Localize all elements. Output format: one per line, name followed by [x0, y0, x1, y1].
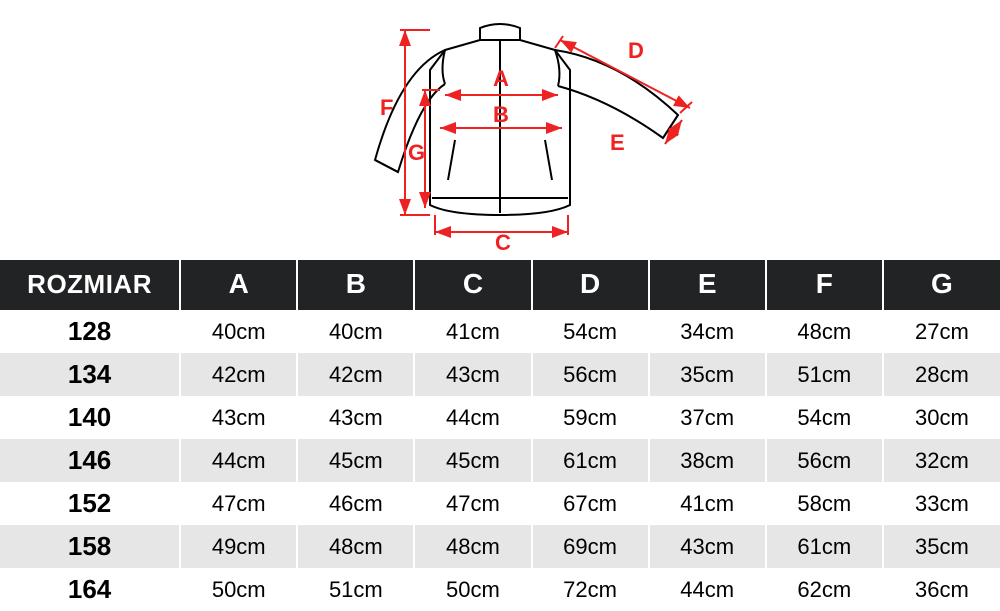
- dim-cell: 54cm: [766, 396, 883, 439]
- dim-cell: 43cm: [649, 525, 766, 568]
- dim-cell: 34cm: [649, 310, 766, 353]
- dim-cell: 35cm: [883, 525, 1000, 568]
- dim-cell: 37cm: [649, 396, 766, 439]
- jacket-diagram-svg: A B C D E F G: [280, 10, 720, 250]
- size-cell: 140: [0, 396, 180, 439]
- table-row: 13442cm42cm43cm56cm35cm51cm28cm: [0, 353, 1000, 396]
- col-header-b: B: [297, 260, 414, 310]
- dim-cell: 36cm: [883, 568, 1000, 611]
- diagram-label-d: D: [628, 38, 644, 63]
- dim-cell: 38cm: [649, 439, 766, 482]
- dim-cell: 61cm: [532, 439, 649, 482]
- table-row: 16450cm51cm50cm72cm44cm62cm36cm: [0, 568, 1000, 611]
- dim-cell: 35cm: [649, 353, 766, 396]
- size-table-container: ROZMIAR A B C D E F G 12840cm40cm41cm54c…: [0, 260, 1000, 611]
- dim-cell: 42cm: [180, 353, 297, 396]
- size-cell: 128: [0, 310, 180, 353]
- dim-cell: 56cm: [766, 439, 883, 482]
- table-row: 14043cm43cm44cm59cm37cm54cm30cm: [0, 396, 1000, 439]
- dim-cell: 42cm: [297, 353, 414, 396]
- size-cell: 164: [0, 568, 180, 611]
- diagram-label-f: F: [380, 95, 393, 120]
- dim-cell: 48cm: [297, 525, 414, 568]
- dim-cell: 44cm: [649, 568, 766, 611]
- diagram-label-c: C: [495, 230, 511, 250]
- size-cell: 158: [0, 525, 180, 568]
- col-header-a: A: [180, 260, 297, 310]
- dim-cell: 49cm: [180, 525, 297, 568]
- diagram-label-a: A: [493, 66, 509, 91]
- dim-cell: 72cm: [532, 568, 649, 611]
- table-row: 15247cm46cm47cm67cm41cm58cm33cm: [0, 482, 1000, 525]
- table-header-row: ROZMIAR A B C D E F G: [0, 260, 1000, 310]
- dim-cell: 46cm: [297, 482, 414, 525]
- dim-cell: 56cm: [532, 353, 649, 396]
- table-row: 12840cm40cm41cm54cm34cm48cm27cm: [0, 310, 1000, 353]
- dim-cell: 50cm: [414, 568, 531, 611]
- dim-cell: 59cm: [532, 396, 649, 439]
- dim-cell: 62cm: [766, 568, 883, 611]
- dim-cell: 47cm: [180, 482, 297, 525]
- dim-cell: 32cm: [883, 439, 1000, 482]
- col-header-d: D: [532, 260, 649, 310]
- dim-cell: 67cm: [532, 482, 649, 525]
- dim-cell: 58cm: [766, 482, 883, 525]
- dim-cell: 61cm: [766, 525, 883, 568]
- dim-cell: 45cm: [297, 439, 414, 482]
- dim-cell: 54cm: [532, 310, 649, 353]
- dim-cell: 47cm: [414, 482, 531, 525]
- col-header-e: E: [649, 260, 766, 310]
- dim-cell: 40cm: [297, 310, 414, 353]
- dim-cell: 50cm: [180, 568, 297, 611]
- dim-cell: 30cm: [883, 396, 1000, 439]
- table-row: 14644cm45cm45cm61cm38cm56cm32cm: [0, 439, 1000, 482]
- dim-cell: 43cm: [297, 396, 414, 439]
- dim-cell: 51cm: [297, 568, 414, 611]
- dim-cell: 28cm: [883, 353, 1000, 396]
- dim-cell: 44cm: [180, 439, 297, 482]
- col-header-g: G: [883, 260, 1000, 310]
- dim-cell: 69cm: [532, 525, 649, 568]
- size-cell: 152: [0, 482, 180, 525]
- col-header-f: F: [766, 260, 883, 310]
- size-table: ROZMIAR A B C D E F G 12840cm40cm41cm54c…: [0, 260, 1000, 611]
- diagram-label-e: E: [610, 130, 625, 155]
- dim-cell: 48cm: [766, 310, 883, 353]
- dim-cell: 45cm: [414, 439, 531, 482]
- dim-cell: 44cm: [414, 396, 531, 439]
- diagram-label-g: G: [408, 140, 425, 165]
- col-header-size: ROZMIAR: [0, 260, 180, 310]
- dim-cell: 33cm: [883, 482, 1000, 525]
- dim-cell: 40cm: [180, 310, 297, 353]
- dim-cell: 41cm: [649, 482, 766, 525]
- dim-cell: 43cm: [180, 396, 297, 439]
- dim-cell: 43cm: [414, 353, 531, 396]
- dim-cell: 41cm: [414, 310, 531, 353]
- col-header-c: C: [414, 260, 531, 310]
- size-cell: 146: [0, 439, 180, 482]
- dim-cell: 51cm: [766, 353, 883, 396]
- dim-cell: 48cm: [414, 525, 531, 568]
- size-cell: 134: [0, 353, 180, 396]
- size-diagram: A B C D E F G: [0, 0, 1000, 260]
- table-row: 15849cm48cm48cm69cm43cm61cm35cm: [0, 525, 1000, 568]
- dim-cell: 27cm: [883, 310, 1000, 353]
- diagram-label-b: B: [493, 102, 509, 127]
